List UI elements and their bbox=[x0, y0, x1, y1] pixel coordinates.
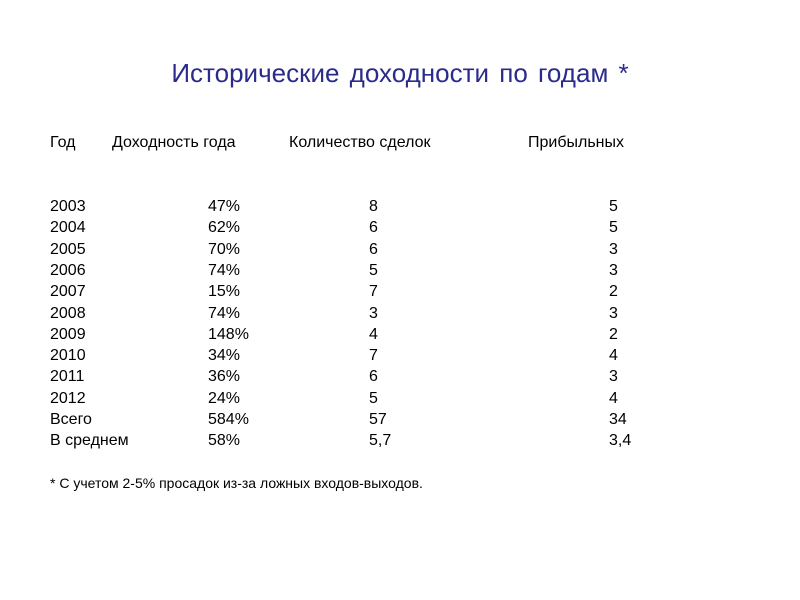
table-cell: 2008 bbox=[50, 304, 86, 322]
table-cell: 5 bbox=[369, 261, 378, 279]
table-cell: 2007 bbox=[50, 283, 86, 301]
header-cell: Прибыльных bbox=[528, 134, 625, 151]
slide-title: Исторические доходности по годам * bbox=[171, 58, 629, 88]
table-cell: 4 bbox=[369, 325, 378, 343]
table-cell: 2010 bbox=[50, 347, 86, 365]
table-cell: 4 bbox=[609, 389, 618, 407]
table-cell: 3 bbox=[609, 368, 618, 386]
header-cell: Количество сделок bbox=[289, 134, 431, 151]
table-cell: 5 bbox=[609, 198, 618, 215]
table-cell: 3 bbox=[609, 261, 618, 279]
table-cell: 74% bbox=[208, 261, 241, 279]
table-cell: 74% bbox=[208, 304, 241, 322]
table-cell: 6 bbox=[369, 368, 378, 386]
table-cell: 584% bbox=[208, 411, 249, 428]
table-cell: 24% bbox=[208, 389, 241, 407]
table-cell: 6 bbox=[369, 219, 378, 237]
table-cell: 36% bbox=[208, 368, 241, 386]
table-cell: 2003 bbox=[50, 198, 86, 215]
table-cell: 34 bbox=[609, 411, 627, 428]
table-cell: 2012 bbox=[50, 389, 86, 407]
table-cell: 62% bbox=[208, 219, 241, 237]
table-cell: Всего bbox=[50, 411, 92, 428]
table-cell: 7 bbox=[369, 347, 378, 365]
table-cell: 70% bbox=[208, 240, 241, 258]
table-cell: 58% bbox=[208, 432, 241, 450]
footnote: * С учетом 2-5% просадок из-за ложных вх… bbox=[50, 475, 423, 491]
table-cell: 3,4 bbox=[609, 432, 632, 450]
table-cell: 2006 bbox=[50, 261, 86, 279]
table-cell: 6 bbox=[369, 240, 378, 258]
table-cell: В среднем bbox=[50, 432, 129, 450]
table-cell: 3 bbox=[369, 304, 378, 322]
table-cell: 148% bbox=[208, 325, 249, 343]
table-cell: 3 bbox=[609, 304, 618, 322]
table-cell: 2 bbox=[609, 325, 618, 343]
table-cell: 47% bbox=[208, 198, 241, 215]
table-cell: 7 bbox=[369, 283, 378, 301]
table-cell: 34% bbox=[208, 347, 241, 365]
table-cell: 5 bbox=[609, 219, 618, 237]
table-cell: 2005 bbox=[50, 240, 86, 258]
table-cell: 3 bbox=[609, 240, 618, 258]
table-cell: 4 bbox=[609, 347, 618, 365]
header-cell: Год bbox=[50, 134, 76, 151]
table-cell: 5,7 bbox=[369, 432, 392, 450]
table-cell: 5 bbox=[369, 389, 378, 407]
table-cell: 2011 bbox=[50, 368, 85, 386]
table-cell: 8 bbox=[369, 198, 378, 215]
table-cell: 2009 bbox=[50, 325, 86, 343]
table-cell: 15% bbox=[208, 283, 241, 301]
table-cell: 57 bbox=[369, 411, 387, 428]
header-cell: Доходность года bbox=[112, 134, 236, 151]
table-cell: 2 bbox=[609, 283, 618, 301]
table-cell: 2004 bbox=[50, 219, 86, 237]
